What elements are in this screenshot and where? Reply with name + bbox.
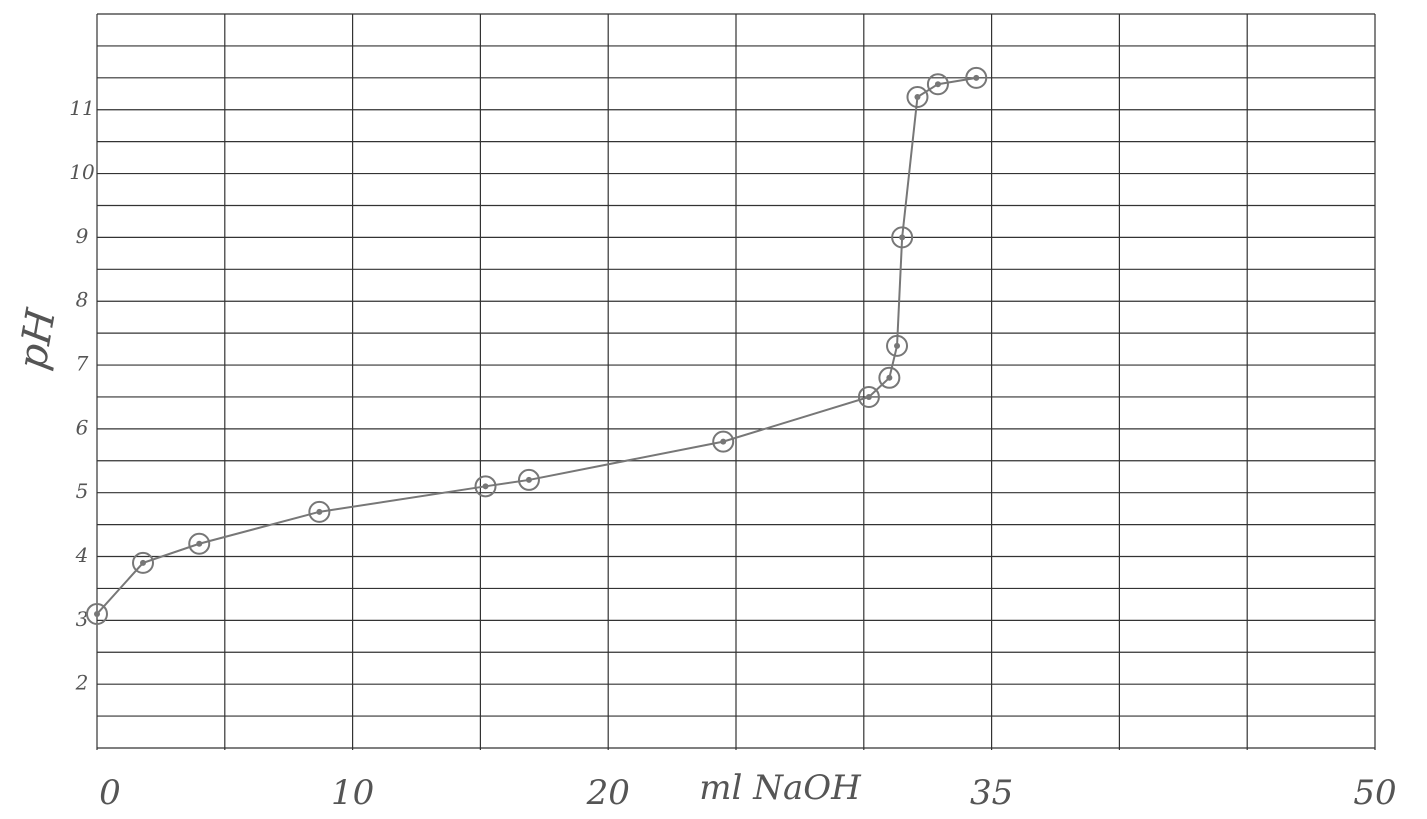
- y-tick-label: 10: [69, 160, 95, 184]
- data-point-dot: [899, 234, 906, 241]
- data-point-dot: [482, 483, 489, 490]
- y-tick-label: 7: [76, 352, 89, 376]
- data-point: [712, 430, 735, 453]
- x-tick-label: 0: [99, 773, 121, 813]
- y-tick-label: 3: [76, 607, 89, 631]
- data-point-dot: [720, 438, 727, 445]
- data-point-dot: [865, 393, 872, 400]
- data-point-dot: [894, 342, 901, 349]
- y-tick-label: 4: [75, 543, 89, 567]
- y-tick-label: 9: [76, 224, 89, 248]
- data-point: [188, 532, 211, 555]
- data-point-dot: [316, 508, 323, 515]
- data-point-dot: [140, 559, 147, 566]
- data-point: [926, 73, 949, 96]
- data-point-dot: [525, 476, 532, 483]
- data-point-dot: [934, 81, 941, 88]
- x-tick-label: 50: [1353, 773, 1396, 813]
- y-tick-label: 6: [76, 415, 89, 439]
- y-tick-label: 11: [69, 96, 94, 120]
- data-point: [878, 366, 901, 389]
- data-point: [308, 500, 331, 523]
- data-line: [96, 76, 977, 615]
- y-axis-label: pH: [9, 305, 65, 374]
- x-tick-label: 35: [970, 773, 1013, 813]
- x-tick-label: 10: [331, 773, 374, 813]
- data-point-dot: [94, 610, 100, 617]
- data-point-dot: [914, 93, 921, 100]
- y-tick-label: 5: [76, 479, 89, 503]
- data-point: [474, 475, 497, 498]
- data-point: [965, 66, 988, 89]
- data-point: [886, 334, 909, 357]
- data-point-dot: [196, 540, 203, 547]
- data-point: [86, 602, 108, 625]
- x-axis-label: ml NaOH: [699, 768, 862, 808]
- x-tick-label: 20: [586, 773, 630, 813]
- data-point: [891, 226, 914, 249]
- data-point: [857, 385, 880, 408]
- y-tick-label: 8: [76, 288, 89, 312]
- data-point-dot: [886, 374, 893, 381]
- data-point: [517, 468, 540, 491]
- data-point-dot: [973, 74, 980, 81]
- data-point: [132, 551, 155, 574]
- data-point: [906, 85, 929, 108]
- y-tick-label: 2: [75, 671, 89, 695]
